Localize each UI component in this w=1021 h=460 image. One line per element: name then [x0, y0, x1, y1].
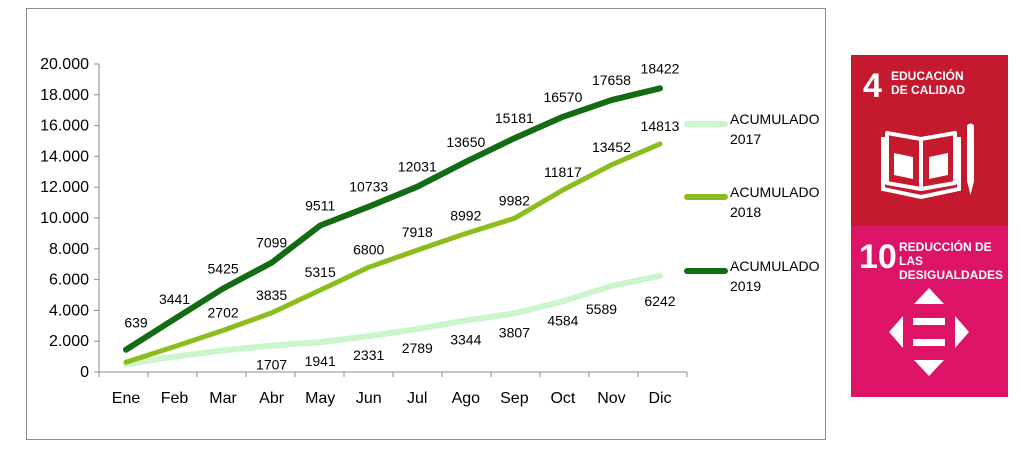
sdg-panel: 4 EDUCACIÓN DE CALIDAD 10 REDUCCIÓN DE L…: [851, 55, 1008, 397]
series-line-2018: [123, 141, 663, 365]
data-label: 7918: [402, 224, 433, 240]
data-label: 18422: [641, 60, 680, 76]
x-tick-label: Feb: [161, 390, 189, 407]
data-label: 3807: [499, 324, 530, 340]
data-label: 639: [124, 315, 148, 331]
chart-frame: 0 2.000 4.000 6.000 8.000 10.000 12.000 14.000 1…: [26, 8, 826, 440]
y-tick-label: 14.000: [40, 148, 89, 165]
sdg-goal-10-tile: 10 REDUCCIÓN DE LAS DESIGUALDADES: [851, 226, 1008, 397]
data-label: 17658: [592, 72, 631, 88]
y-tick-label: 8.000: [49, 241, 89, 258]
series-line-2017: [123, 272, 663, 368]
sdg-goal-4-title: EDUCACIÓN DE CALIDAD: [891, 69, 965, 97]
data-label: 3344: [450, 332, 481, 348]
data-label: 8992: [450, 208, 481, 224]
data-label: 7099: [256, 235, 287, 251]
x-tick-label: Mar: [209, 390, 237, 407]
series-line-2019: [123, 85, 663, 353]
y-tick-label: 0: [80, 364, 89, 381]
y-tick-label: 12.000: [40, 179, 89, 196]
data-label: 12031: [398, 159, 437, 175]
x-tick-label: Jul: [407, 390, 427, 407]
x-tick-label: Sep: [500, 390, 529, 407]
sdg-goal-10-title-line2: DESIGUALDADES: [899, 268, 1004, 282]
y-tick-label: 18.000: [40, 87, 89, 104]
data-label: 9982: [499, 192, 530, 208]
data-label: 5315: [305, 264, 336, 280]
data-label: 2789: [402, 340, 433, 356]
y-tick-label: 16.000: [40, 118, 89, 135]
sdg-goal-10-title: REDUCCIÓN DE LAS DESIGUALDADES: [899, 240, 1008, 282]
data-label: 10733: [349, 179, 388, 195]
y-tick-label: 6.000: [49, 272, 89, 289]
x-tick-label: Oct: [550, 390, 575, 407]
data-label: 3441: [159, 291, 190, 307]
data-label: 2331: [353, 347, 384, 363]
sdg-goal-4-number: 4: [863, 67, 882, 105]
x-tick-label: May: [305, 390, 335, 407]
sdg-goal-4-tile: 4 EDUCACIÓN DE CALIDAD: [851, 55, 1008, 226]
x-tick-label: Ago: [452, 390, 481, 407]
legend-label-line1: ACUMULADO: [730, 258, 820, 274]
sdg-goal-10-title-line1: REDUCCIÓN DE LAS: [899, 240, 992, 268]
data-label: 9511: [305, 198, 335, 214]
data-label: 1707: [256, 357, 287, 373]
data-label: 1941: [305, 353, 336, 369]
sdg-goal-4-title-line2: DE CALIDAD: [891, 83, 965, 97]
x-tick-label: Dic: [648, 390, 671, 407]
y-tick-label: 10.000: [40, 210, 89, 227]
data-label: 14813: [641, 118, 680, 134]
data-label: 16570: [543, 89, 582, 105]
data-label: 15181: [495, 110, 534, 126]
data-label: 2702: [208, 304, 239, 320]
data-label: 6242: [644, 293, 675, 309]
data-label: 11817: [544, 164, 582, 180]
data-label: 5589: [586, 301, 617, 317]
x-tick-label: Abr: [259, 390, 285, 407]
open-book-pencil-icon: [881, 123, 974, 200]
inequality-arrows-icon: [889, 288, 969, 376]
legend-label-line2: 2018: [730, 204, 761, 220]
x-tick-label: Jun: [356, 390, 382, 407]
x-tick-label: Ene: [112, 390, 141, 407]
data-label: 13452: [592, 139, 631, 155]
sdg-goal-10-number: 10: [859, 238, 897, 276]
line-chart: 0 2.000 4.000 6.000 8.000 10.000 12.000 14.000 1…: [40, 56, 820, 407]
chart-data-labels: 1707 1941 2331 2789 3344 3807 4584 5589 6242 2702…: [124, 60, 679, 372]
chart-axes: 0 2.000 4.000 6.000 8.000 10.000 12.000 14.000 1…: [40, 56, 688, 407]
y-tick-label: 2.000: [49, 333, 89, 350]
data-label: 6800: [353, 241, 384, 257]
data-label: 13650: [446, 134, 485, 150]
chart-series: [123, 85, 663, 368]
data-label: 5425: [208, 260, 239, 276]
legend-label-line2: 2019: [730, 278, 761, 294]
legend-label-line2: 2017: [730, 131, 761, 147]
chart-legend: ACUMULADO 2017 ACUMULADO 2018 ACUMULADO 2019: [684, 111, 820, 294]
y-tick-label: 4.000: [49, 302, 89, 319]
data-label: 3835: [256, 287, 287, 303]
sdg-goal-4-title-line1: EDUCACIÓN: [891, 69, 964, 83]
x-tick-label: Nov: [597, 390, 625, 407]
legend-label-line1: ACUMULADO: [730, 111, 820, 127]
data-label: 4584: [547, 312, 578, 328]
legend-label-line1: ACUMULADO: [730, 184, 820, 200]
y-tick-label: 20.000: [40, 56, 89, 73]
